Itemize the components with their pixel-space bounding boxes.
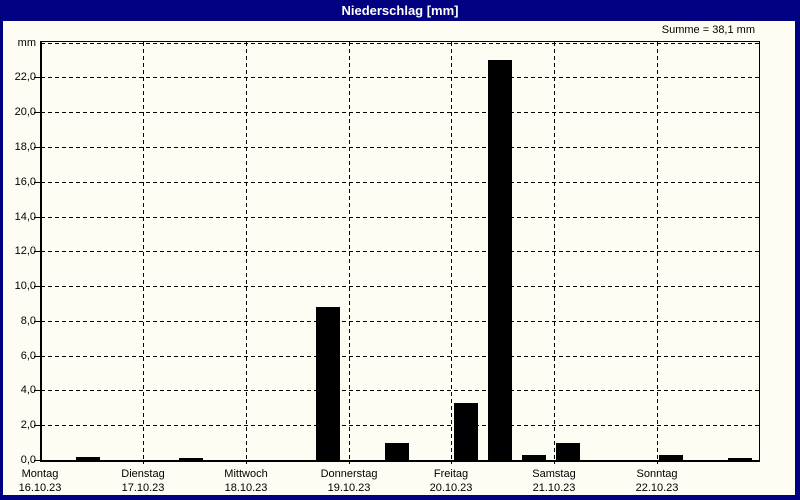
- y-tick: [34, 147, 40, 148]
- day-name-label: Montag: [21, 468, 59, 480]
- day-date-label: 16.10.23: [18, 482, 62, 494]
- title-bar: Niederschlag [mm]: [0, 0, 800, 21]
- precip-bar: [76, 457, 100, 460]
- y-tick: [34, 251, 40, 252]
- chart-canvas: 0,0 2,0 4,0 6,0 8,0 10,0 12,0 14,0 16,0 18,0 20,0 2…: [3, 21, 795, 495]
- day-name-label: Samstag: [532, 468, 576, 480]
- h-gridline: [41, 217, 759, 218]
- h-gridline: [41, 286, 759, 287]
- y-tick-label: 10,0: [14, 280, 36, 292]
- y-tick-label: 22,0: [14, 71, 36, 83]
- day-name-label: Dienstag: [121, 468, 165, 480]
- day-name-label: Freitag: [433, 468, 469, 480]
- precip-bar: [454, 403, 478, 460]
- day-date-label: 22.10.23: [635, 482, 679, 494]
- y-tick-label: 6,0: [20, 350, 36, 362]
- day-date-label: 19.10.23: [327, 482, 371, 494]
- day-date-label: 20.10.23: [429, 482, 473, 494]
- y-tick: [34, 112, 40, 113]
- h-gridline: [41, 425, 759, 426]
- y-tick-label: 2,0: [20, 419, 36, 431]
- y-tick: [34, 182, 40, 183]
- precip-bar: [385, 443, 409, 460]
- h-gridline: [41, 182, 759, 183]
- v-gridline: [349, 42, 350, 464]
- y-tick-label: 12,0: [14, 245, 36, 257]
- precip-bar: [316, 307, 340, 460]
- y-tick-label: 14,0: [14, 211, 36, 223]
- window-title: Niederschlag [mm]: [341, 3, 459, 18]
- h-gridline: [41, 112, 759, 113]
- y-tick: [34, 356, 40, 357]
- precip-bar: [522, 455, 546, 460]
- y-tick: [34, 321, 40, 322]
- precip-bar: [556, 443, 580, 460]
- y-tick-label: 0,0: [20, 454, 36, 466]
- day-date-label: 17.10.23: [121, 482, 165, 494]
- precip-bar: [728, 458, 752, 460]
- chart-area: Summe = 38,1 mm 0,0 2,0 4,0 6,0 8,0 10,0 12,0 1…: [3, 21, 795, 495]
- sum-label: Summe = 38,1 mm: [661, 24, 755, 36]
- h-gridline: [41, 251, 759, 252]
- v-gridline: [246, 42, 247, 464]
- precip-bar: [488, 60, 512, 460]
- precip-bar: [659, 455, 683, 460]
- h-gridline: [41, 77, 759, 78]
- day-date-label: 21.10.23: [532, 482, 576, 494]
- v-gridline: [143, 42, 144, 464]
- y-tick-label: 16,0: [14, 176, 36, 188]
- y-tick: [34, 286, 40, 287]
- y-tick: [34, 390, 40, 391]
- y-tick-label: 18,0: [14, 141, 36, 153]
- y-tick-label: 4,0: [20, 384, 36, 396]
- h-gridline: [41, 356, 759, 357]
- y-tick: [34, 77, 40, 78]
- v-gridline: [554, 42, 555, 464]
- y-tick: [34, 425, 40, 426]
- day-name-label: Mittwoch: [224, 468, 268, 480]
- plot-frame: [40, 41, 760, 462]
- y-tick: [34, 460, 40, 461]
- y-tick: [34, 217, 40, 218]
- day-name-label: Donnerstag: [320, 468, 378, 480]
- h-gridline: [41, 147, 759, 148]
- precip-bar: [179, 458, 203, 460]
- y-unit-label: mm: [17, 37, 36, 49]
- h-gridline: [41, 390, 759, 391]
- h-gridline: [41, 43, 759, 44]
- h-gridline: [41, 321, 759, 322]
- v-gridline: [451, 42, 452, 464]
- y-tick-label: 8,0: [20, 315, 36, 327]
- day-date-label: 18.10.23: [224, 482, 268, 494]
- day-name-label: Sonntag: [636, 468, 678, 480]
- y-tick-label: 20,0: [14, 106, 36, 118]
- v-gridline: [657, 42, 658, 464]
